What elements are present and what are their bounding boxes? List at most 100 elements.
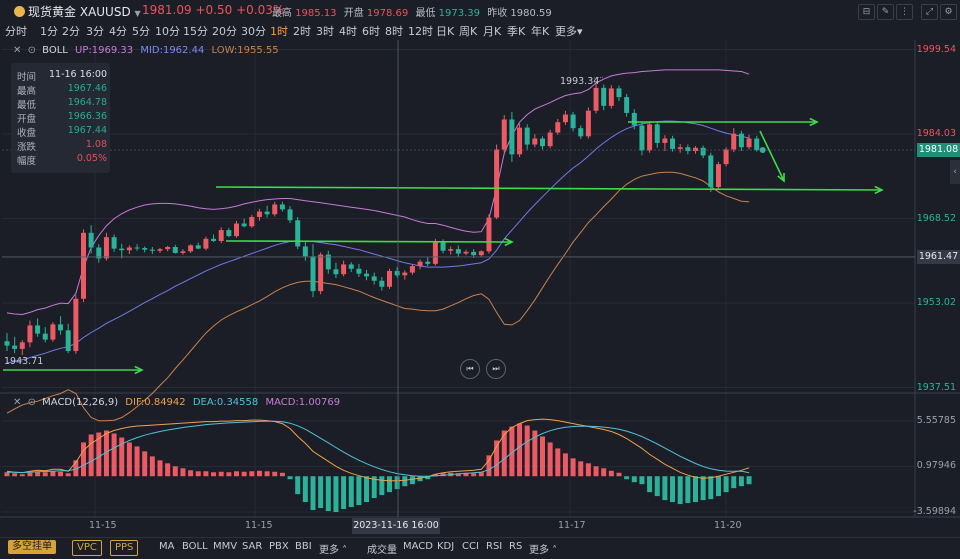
macd-bar	[654, 476, 660, 497]
period-tab-16[interactable]: 12时	[408, 25, 433, 38]
period-tab-18[interactable]: 周K	[459, 25, 478, 38]
macd-bar	[234, 471, 239, 477]
candle-body	[570, 114, 576, 129]
period-tab-5[interactable]: 5分	[132, 25, 150, 38]
macd-bar	[685, 476, 691, 504]
macd-bar	[402, 476, 408, 487]
main-indicator-3[interactable]: SAR	[242, 541, 263, 552]
candle-body	[471, 251, 477, 256]
macd-bar	[348, 476, 354, 508]
candle-body	[593, 87, 599, 111]
macd-legend: ✕ ⊙ MACD(12,26,9) DIF:0.84942 DEA:0.3455…	[13, 397, 340, 408]
chevron-down-icon: ▼	[134, 9, 141, 18]
macd-bar	[417, 476, 423, 482]
macd-bar	[333, 476, 339, 513]
period-tab-19[interactable]: 月K	[483, 25, 502, 38]
macd-bar	[700, 476, 706, 501]
settings-icon[interactable]: ⊙	[27, 45, 36, 56]
candle-body	[494, 149, 500, 218]
symbol-selector[interactable]: 现货黄金 XAUUSD ▼	[14, 3, 141, 20]
kline-chart[interactable]: 1993.34 1943.71	[0, 40, 960, 537]
macd-bar	[746, 476, 752, 485]
boll-up: UP:1969.33	[75, 45, 134, 56]
candle-body	[371, 276, 377, 281]
period-tab-7[interactable]: 15分	[183, 25, 208, 38]
candle-body	[142, 248, 148, 250]
period-tab-15[interactable]: 8时	[385, 25, 403, 38]
sub-indicator-2[interactable]: KDJ	[437, 541, 455, 552]
candle-body	[448, 249, 454, 251]
macd-bar	[218, 471, 224, 477]
macd-bar	[287, 476, 293, 480]
macd-bar	[241, 471, 247, 477]
macd-bar	[555, 448, 561, 477]
grid-icon[interactable]: ⋮	[896, 4, 913, 20]
period-tab-3[interactable]: 3分	[86, 25, 104, 38]
period-tab-21[interactable]: 年K	[531, 25, 550, 38]
main-indicator-4[interactable]: PBX	[269, 541, 289, 552]
period-tab-14[interactable]: 6时	[362, 25, 380, 38]
support-arrow-3-head	[874, 185, 884, 195]
macd-bar	[272, 471, 278, 477]
period-tab-2[interactable]: 2分	[62, 25, 80, 38]
sub-indicator-3[interactable]: CCI	[462, 541, 479, 552]
macd-bar	[203, 471, 209, 477]
period-tab-4[interactable]: 4分	[109, 25, 127, 38]
settings-icon[interactable]: ⚙	[940, 4, 957, 20]
period-tab-1[interactable]: 1分	[40, 25, 58, 38]
close-icon[interactable]: ✕	[13, 45, 22, 56]
time-axis: 11-15 11-15 11-17 11-20 2023-11-16 16:00	[0, 518, 915, 534]
candle-body	[188, 245, 194, 252]
sub-indicator-4[interactable]: RSI	[486, 541, 503, 552]
bottom-button-2[interactable]: PPS	[110, 540, 139, 556]
candle-body	[432, 241, 438, 264]
period-tab-20[interactable]: 季K	[507, 25, 526, 38]
period-tab-8[interactable]: 20分	[212, 25, 237, 38]
period-tab-10[interactable]: 1时	[270, 25, 288, 38]
close-icon[interactable]: ✕	[13, 397, 22, 408]
scroll-left-button[interactable]: ⏮	[460, 359, 480, 379]
scroll-right-button[interactable]: ⏭	[486, 359, 506, 379]
candle-body	[241, 223, 247, 227]
main-indicator-0[interactable]: MA	[159, 541, 175, 552]
candle-body	[547, 132, 553, 147]
main-indicator-2[interactable]: MMV	[213, 541, 238, 552]
candle-body	[540, 138, 545, 147]
period-tab-6[interactable]: 10分	[155, 25, 180, 38]
symbol-header: 现货黄金 XAUUSD ▼ 1981.09 +0.50 +0.03% 最高 19…	[0, 0, 960, 20]
main-indicator-5[interactable]: BBI	[295, 541, 312, 552]
collapse-panel-icon[interactable]: ‹	[950, 160, 960, 184]
bottom-button-1[interactable]: VPC	[72, 540, 102, 556]
expand-icon[interactable]: ⤢	[921, 4, 938, 20]
macd-bar	[585, 463, 591, 477]
macd-tick: -3.59894	[913, 506, 956, 517]
macd-bar	[356, 476, 362, 506]
sub-indicator-5[interactable]: RS	[509, 541, 523, 552]
period-tab-12[interactable]: 3时	[316, 25, 334, 38]
macd-bar	[478, 472, 484, 477]
period-tab-22[interactable]: 更多▾	[555, 25, 583, 38]
drawing-tools-icon[interactable]: ⊟	[858, 4, 875, 20]
tooltip-value: 1964.78	[67, 97, 107, 108]
sub-indicator-0[interactable]: 成交量	[367, 545, 397, 556]
sub-indicator-6[interactable]: 更多 ˄	[529, 545, 558, 556]
settings-icon[interactable]: ⊙	[27, 397, 36, 408]
pen-icon[interactable]: ✎	[877, 4, 894, 20]
period-tab-0[interactable]: 分时	[5, 25, 27, 38]
macd-bar	[226, 472, 232, 477]
period-tab-11[interactable]: 2时	[293, 25, 311, 38]
period-tab-9[interactable]: 30分	[241, 25, 266, 38]
period-tab-17[interactable]: 日K	[436, 25, 455, 38]
bottom-button-0[interactable]: 多空挂单	[8, 540, 56, 554]
time-tick: 11-15	[245, 520, 273, 531]
main-indicator-6[interactable]: 更多 ˄	[319, 545, 348, 556]
sub-indicator-1[interactable]: MACD	[403, 541, 433, 552]
candle-body	[677, 147, 683, 149]
candle-body	[616, 88, 622, 98]
period-tab-13[interactable]: 4时	[339, 25, 357, 38]
tooltip-value: 1966.36	[67, 111, 107, 122]
main-indicator-1[interactable]: BOLL	[182, 541, 208, 552]
tooltip-value: 0.05%	[76, 153, 107, 164]
macd-bar	[708, 476, 714, 500]
candle-body	[455, 249, 461, 254]
